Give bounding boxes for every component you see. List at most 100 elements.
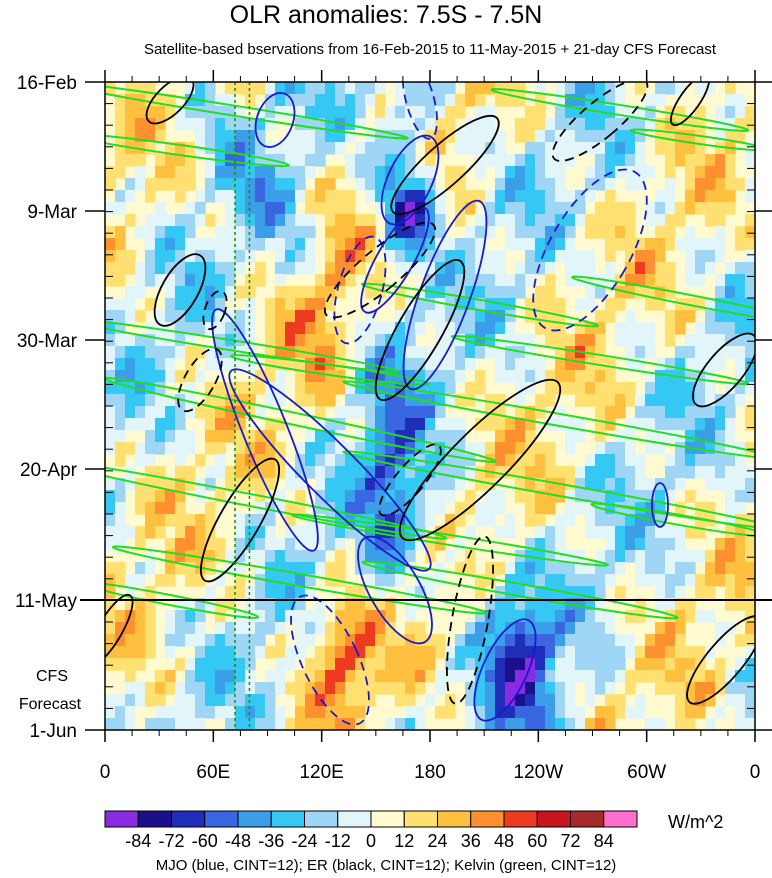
field-cell bbox=[105, 334, 116, 347]
field-cell bbox=[355, 610, 366, 623]
field-cell bbox=[525, 382, 536, 395]
field-cell bbox=[425, 94, 436, 107]
field-cell bbox=[655, 190, 666, 203]
field-cell bbox=[735, 238, 746, 251]
field-cell bbox=[585, 574, 596, 587]
field-cell bbox=[615, 538, 626, 551]
field-cell bbox=[225, 418, 236, 431]
field-cell bbox=[335, 538, 346, 551]
field-cell bbox=[525, 226, 536, 239]
field-cell bbox=[685, 178, 696, 191]
field-cell bbox=[685, 250, 696, 263]
field-cell bbox=[725, 538, 736, 551]
field-cell bbox=[635, 394, 646, 407]
field-cell bbox=[365, 334, 376, 347]
field-cell bbox=[735, 670, 746, 683]
field-cell bbox=[505, 226, 516, 239]
field-cell bbox=[225, 286, 236, 299]
field-cell bbox=[665, 622, 676, 635]
x-tick-label: 60W bbox=[627, 762, 666, 783]
field-cell bbox=[645, 538, 656, 551]
field-cell bbox=[175, 442, 186, 455]
field-cell bbox=[375, 346, 386, 359]
field-cell bbox=[245, 406, 256, 419]
field-cell bbox=[655, 514, 666, 527]
field-cell bbox=[185, 538, 196, 551]
field-cell bbox=[635, 550, 646, 563]
field-cell bbox=[425, 418, 436, 431]
field-cell bbox=[225, 94, 236, 107]
field-cell bbox=[735, 694, 746, 707]
colorbar-swatch bbox=[503, 810, 538, 828]
field-cell bbox=[375, 442, 386, 455]
field-cell bbox=[575, 598, 586, 611]
field-cell bbox=[185, 166, 196, 179]
field-cell bbox=[655, 142, 666, 155]
field-cell bbox=[295, 262, 306, 275]
field-cell bbox=[105, 406, 116, 419]
field-cell bbox=[715, 322, 726, 335]
field-cell bbox=[165, 538, 176, 551]
field-cell bbox=[555, 370, 566, 383]
field-cell bbox=[575, 586, 586, 599]
field-cell bbox=[105, 250, 116, 263]
field-cell bbox=[405, 502, 416, 515]
field-cell bbox=[475, 370, 486, 383]
field-cell bbox=[555, 610, 566, 623]
field-cell bbox=[605, 190, 616, 203]
field-cell bbox=[195, 298, 206, 311]
field-cell bbox=[225, 178, 236, 191]
field-cell bbox=[125, 154, 136, 167]
field-cell bbox=[745, 634, 755, 647]
field-cell bbox=[205, 514, 216, 527]
field-cell bbox=[535, 178, 546, 191]
field-cell bbox=[165, 478, 176, 491]
field-cell bbox=[685, 418, 696, 431]
field-cell bbox=[565, 562, 576, 575]
field-cell bbox=[535, 706, 546, 719]
field-cell bbox=[635, 526, 646, 539]
field-cell bbox=[335, 454, 346, 467]
field-cell bbox=[355, 394, 366, 407]
field-cell bbox=[385, 682, 396, 695]
field-cell bbox=[735, 562, 746, 575]
field-cell bbox=[225, 646, 236, 659]
field-cell bbox=[665, 658, 676, 671]
field-cell bbox=[405, 610, 416, 623]
field-cell bbox=[695, 166, 706, 179]
field-cell bbox=[325, 394, 336, 407]
field-cell bbox=[635, 250, 646, 263]
field-cell bbox=[665, 334, 676, 347]
field-cell bbox=[145, 430, 156, 443]
field-cell bbox=[645, 634, 656, 647]
field-cell bbox=[455, 658, 466, 671]
field-cell bbox=[315, 310, 326, 323]
kelvin-contour bbox=[105, 132, 290, 168]
field-cell bbox=[655, 490, 666, 503]
field-cell bbox=[165, 634, 176, 647]
field-cell bbox=[385, 226, 396, 239]
field-cell bbox=[515, 190, 526, 203]
field-cell bbox=[245, 286, 256, 299]
field-cell bbox=[195, 526, 206, 539]
field-cell bbox=[505, 322, 516, 335]
field-cell bbox=[205, 682, 216, 695]
field-cell bbox=[445, 166, 456, 179]
colorbar-swatch bbox=[470, 810, 505, 828]
field-cell bbox=[555, 178, 566, 191]
field-cell bbox=[335, 226, 346, 239]
field-cell bbox=[445, 358, 456, 371]
field-cell bbox=[375, 154, 386, 167]
kelvin-contour bbox=[342, 380, 755, 460]
field-cell bbox=[395, 202, 406, 215]
field-cell bbox=[485, 334, 496, 347]
field-cell bbox=[345, 166, 356, 179]
field-cell bbox=[365, 142, 376, 155]
colorbar-swatch bbox=[536, 810, 571, 828]
field-cell bbox=[725, 322, 736, 335]
field-cell bbox=[195, 238, 206, 251]
field-cell bbox=[125, 682, 136, 695]
field-cell bbox=[135, 346, 146, 359]
field-cell bbox=[715, 658, 726, 671]
field-cell bbox=[725, 394, 736, 407]
